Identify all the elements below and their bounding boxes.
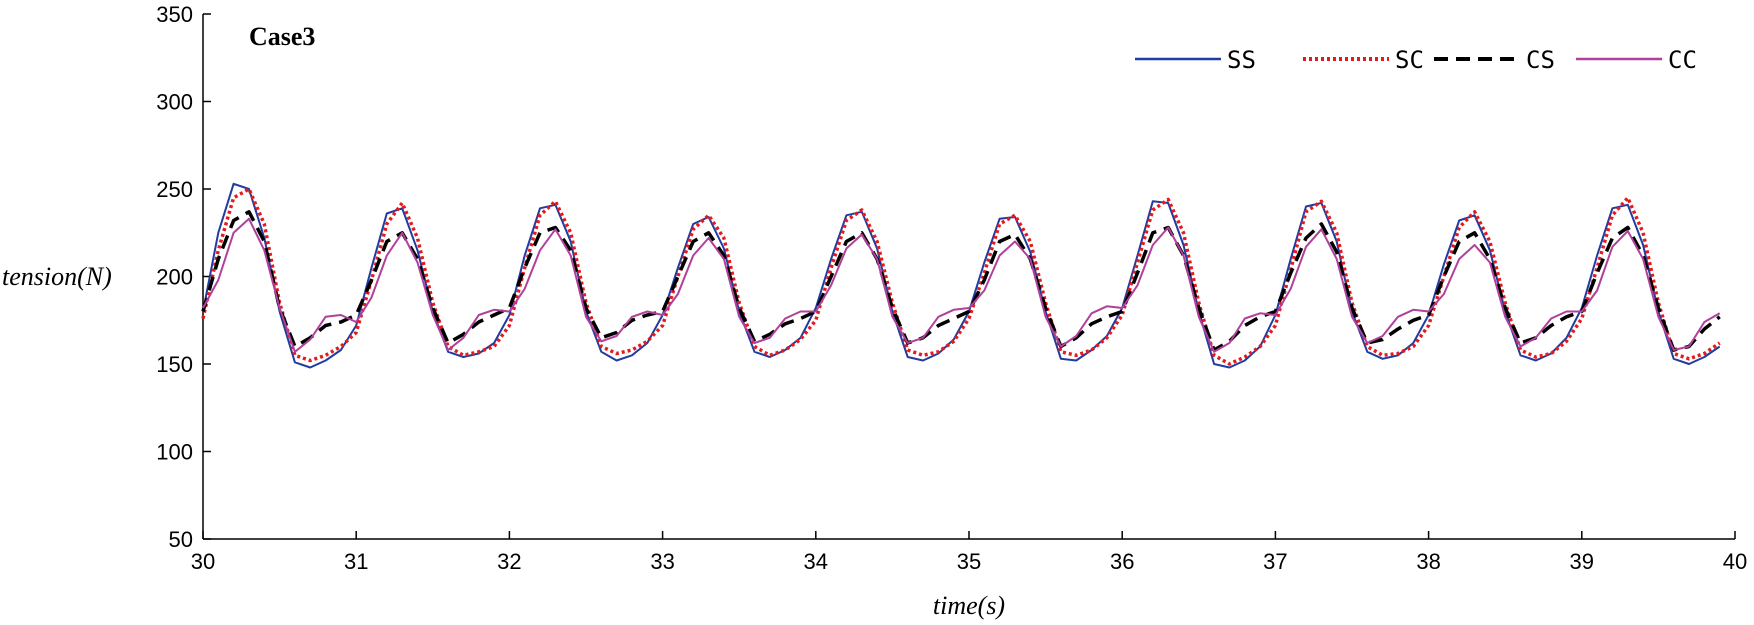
x-tick-label: 31 [344, 549, 368, 574]
series-line-ss [202, 182, 1721, 369]
chart-title: Case3 [249, 22, 315, 51]
y-tick-label: 350 [156, 2, 193, 27]
legend-label-cs: CS [1526, 46, 1555, 74]
x-tick-label: 32 [497, 549, 521, 574]
x-tick-label: 36 [1110, 549, 1134, 574]
y-tick-label: 150 [156, 352, 193, 377]
legend-label-cc: CC [1668, 46, 1697, 74]
y-axis-title: tension(N) [2, 262, 112, 291]
x-tick-label: 35 [957, 549, 981, 574]
legend: SS SC CS CC [1135, 46, 1697, 74]
x-tick-label: 39 [1570, 549, 1594, 574]
axes [202, 13, 1736, 540]
x-tick-label: 40 [1723, 549, 1747, 574]
y-tick-label: 250 [156, 177, 193, 202]
x-tick-label: 37 [1263, 549, 1287, 574]
legend-label-sc: SC [1395, 46, 1424, 74]
series-lines [201, 182, 1721, 369]
tick-labels: 30 31 32 33 34 35 36 37 38 39 40 50 100 150 200 250 300 3… [156, 2, 1747, 574]
y-tick-label: 50 [169, 527, 193, 552]
series-line-cc [202, 217, 1721, 353]
x-axis-title: time(s) [933, 591, 1005, 620]
series-line-sc [201, 187, 1721, 366]
y-tick-label: 200 [156, 265, 193, 290]
y-tick-label: 300 [156, 90, 193, 115]
y-tick-label: 100 [156, 440, 193, 465]
x-tick-label: 30 [191, 549, 215, 574]
x-tick-label: 33 [650, 549, 674, 574]
legend-label-ss: SS [1227, 46, 1256, 74]
x-tick-label: 38 [1416, 549, 1440, 574]
x-tick-label: 34 [804, 549, 828, 574]
series-line-cs [201, 210, 1721, 352]
